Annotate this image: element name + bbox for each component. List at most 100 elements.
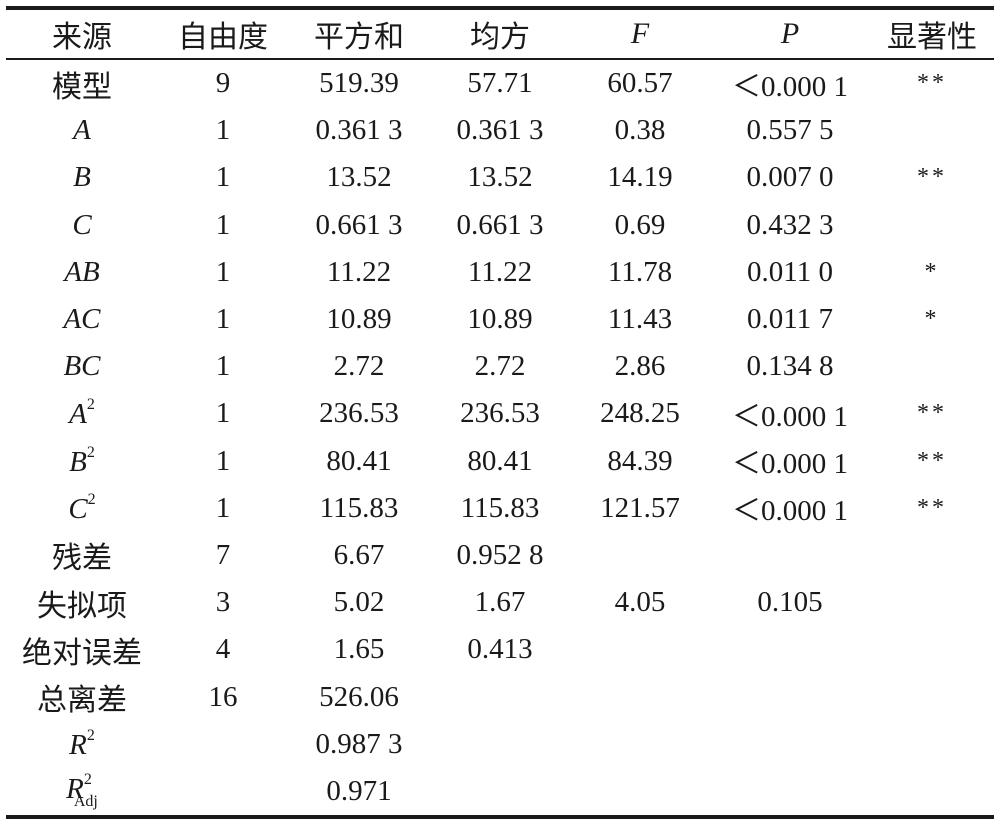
cell-source: B2 [6, 438, 158, 485]
cell-source: R2 Adj [6, 768, 158, 815]
source-label: A [73, 114, 91, 147]
table-body: 模型 9 519.39 57.71 60.57 ＜0.000 1 ** A 1 0.361 3 0.… [6, 60, 994, 815]
cell-df [158, 721, 288, 768]
cell-mean-square: 1.67 [474, 586, 526, 619]
cell-df: 1 [215, 255, 231, 288]
cell-p-value [710, 673, 870, 720]
cell-sum-of-squares: 236.53 [319, 397, 399, 430]
cell-significance [870, 579, 994, 626]
source-label: B [73, 161, 91, 194]
source-label: AC [63, 303, 101, 336]
cell-p-value: ＜0.000 1 [731, 495, 848, 528]
cell-df: 9 [215, 67, 231, 100]
cell-f-value [570, 721, 710, 768]
cell-sum-of-squares: 10.89 [326, 303, 392, 336]
table-row: R2 0.987 3 [6, 721, 994, 768]
cell-source: AB [6, 249, 158, 296]
cell-source: R2 [6, 721, 158, 768]
col-header-ms: 均方 [470, 20, 530, 55]
cell-source: B [6, 154, 158, 201]
cell-sum-of-squares: 5.02 [333, 586, 385, 619]
cell-f-value: 2.86 [614, 350, 666, 383]
table-row: BC 1 2.72 2.72 2.86 0.134 8 [6, 343, 994, 390]
cell-f-value: 11.43 [607, 303, 673, 336]
cell-f-value: 248.25 [600, 397, 680, 430]
cell-significance [870, 343, 994, 390]
cell-mean-square: 11.22 [467, 255, 533, 288]
cell-df: 1 [215, 161, 231, 194]
cell-source: 失拟项 [6, 579, 158, 626]
cell-p-value [710, 768, 870, 815]
cell-p-value: 0.134 8 [746, 350, 834, 383]
cell-mean-square: 10.89 [467, 303, 533, 336]
cell-sum-of-squares: 526.06 [319, 680, 399, 713]
top-rule [6, 6, 994, 10]
source-label: 失拟项 [37, 588, 127, 624]
cell-significance [870, 202, 994, 249]
cell-sum-of-squares: 13.52 [326, 161, 392, 194]
anova-table-container: 来源 自由度 平方和 均方 F P 显著性 模型 9 519.39 57.71 60.5… [6, 6, 994, 819]
cell-sum-of-squares: 0.361 3 [315, 114, 403, 147]
col-header-f: F [630, 17, 650, 50]
cell-mean-square: 0.361 3 [456, 114, 544, 147]
cell-significance [870, 107, 994, 154]
source-label: 模型 [52, 69, 112, 105]
cell-mean-square: 115.83 [460, 491, 540, 524]
cell-f-value: 60.57 [607, 67, 673, 100]
cell-sum-of-squares: 11.22 [326, 255, 392, 288]
source-label: 绝对误差 [22, 635, 142, 671]
source-label: 总离差 [37, 683, 127, 719]
cell-source: 模型 [6, 60, 158, 107]
source-label: B [69, 445, 87, 478]
source-label: 残差 [52, 541, 112, 577]
col-header-p: P [780, 17, 800, 50]
source-label: R [69, 728, 87, 761]
source-label: R [66, 773, 84, 806]
cell-f-value: 121.57 [600, 491, 680, 524]
source-superscript: 2 [86, 443, 95, 461]
cell-df: 16 [208, 680, 238, 713]
table-row: A2 1 236.53 236.53 248.25 ＜0.000 1 ** [6, 390, 994, 437]
cell-f-value [570, 768, 710, 815]
cell-p-value: 0.007 0 [746, 161, 834, 194]
cell-source: 总离差 [6, 673, 158, 720]
cell-significance: * [924, 258, 940, 285]
table-row: 失拟项 3 5.02 1.67 4.05 0.105 [6, 579, 994, 626]
cell-mean-square: 0.661 3 [456, 208, 544, 241]
cell-p-value: ＜0.000 1 [731, 400, 848, 433]
header-rule [6, 58, 994, 60]
source-label: AB [64, 255, 100, 288]
source-label: C [72, 208, 92, 241]
cell-mean-square: 80.41 [467, 444, 533, 477]
cell-p-value: 0.557 5 [746, 114, 834, 147]
anova-table: 来源 自由度 平方和 均方 F P 显著性 模型 9 519.39 57.71 60.5… [6, 10, 994, 815]
cell-significance: ** [917, 400, 947, 427]
cell-f-value: 0.38 [614, 114, 666, 147]
cell-mean-square: 2.72 [474, 350, 526, 383]
cell-df: 1 [215, 303, 231, 336]
source-label: C [68, 492, 88, 525]
cell-mean-square: 57.71 [467, 67, 533, 100]
table-row: R2 Adj 0.971 [6, 768, 994, 815]
cell-significance [870, 768, 994, 815]
cell-f-value: 4.05 [614, 586, 666, 619]
source-superscript: 2 [86, 726, 95, 744]
cell-significance [870, 626, 994, 673]
bottom-rule [6, 815, 994, 819]
table-row: AC 1 10.89 10.89 11.43 0.011 7 * [6, 296, 994, 343]
table-row: B2 1 80.41 80.41 84.39 ＜0.000 1 ** [6, 438, 994, 485]
cell-df: 1 [215, 208, 231, 241]
source-superscript: 2 [86, 396, 95, 414]
cell-significance [870, 532, 994, 579]
cell-p-value [710, 532, 870, 579]
cell-df: 1 [215, 444, 231, 477]
source-label: A [69, 398, 87, 431]
cell-source: A [6, 107, 158, 154]
cell-sum-of-squares: 0.661 3 [315, 208, 403, 241]
cell-sum-of-squares: 0.971 [326, 774, 392, 807]
source-superscript: 2 [83, 771, 92, 789]
table-header: 来源 自由度 平方和 均方 F P 显著性 [6, 10, 994, 60]
cell-p-value: 0.432 3 [746, 208, 834, 241]
col-header-df: 自由度 [178, 20, 268, 55]
cell-sum-of-squares: 519.39 [319, 67, 399, 100]
